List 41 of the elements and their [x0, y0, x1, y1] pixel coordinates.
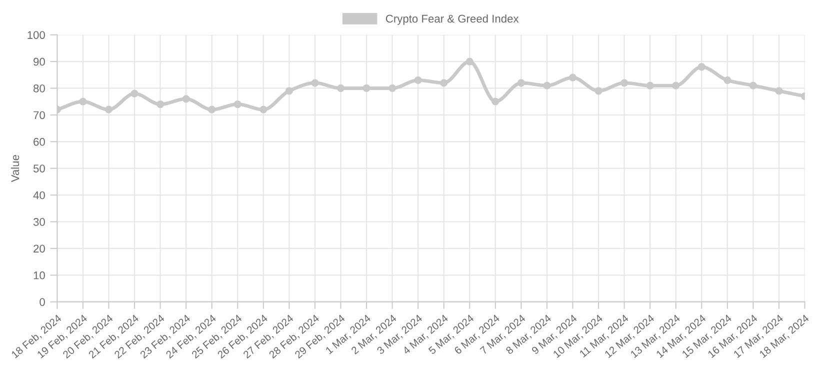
- point: [646, 82, 654, 90]
- point: [775, 87, 783, 95]
- point: [594, 87, 602, 95]
- point: [492, 98, 500, 106]
- point: [336, 84, 345, 92]
- point: [311, 79, 319, 87]
- y-tick-label: 90: [34, 58, 45, 66]
- y-tick-label: 70: [34, 111, 45, 120]
- point: [620, 79, 628, 87]
- point: [285, 87, 294, 95]
- y-tick-label: 100: [28, 31, 45, 39]
- y-tick-label: 30: [33, 218, 45, 226]
- point: [517, 79, 526, 87]
- point: [234, 100, 242, 108]
- point: [466, 58, 474, 66]
- point: [414, 76, 422, 84]
- y-tick-label: 0: [40, 298, 45, 306]
- point: [130, 90, 138, 98]
- point: [79, 98, 87, 106]
- y-axis-title: Value: [10, 155, 20, 182]
- point: [388, 84, 396, 92]
- y-tick-label: 60: [34, 138, 45, 146]
- point: [208, 106, 216, 114]
- point: [698, 63, 706, 71]
- point: [724, 76, 732, 84]
- point: [749, 82, 758, 90]
- y-tick-label: 40: [33, 191, 45, 200]
- y-tick-label: 10: [34, 271, 45, 280]
- legend-label: Crypto Fear & Greed Index: [386, 14, 519, 25]
- y-tick-label: 20: [34, 244, 45, 253]
- point: [104, 106, 113, 114]
- point: [543, 82, 551, 90]
- point: [362, 84, 370, 92]
- y-tick-label: 80: [34, 84, 45, 92]
- point: [568, 74, 577, 82]
- point: [672, 82, 680, 90]
- point: [182, 95, 190, 103]
- point: [440, 79, 448, 87]
- point: [260, 106, 268, 114]
- y-tick-label: 50: [33, 164, 45, 172]
- point: [156, 100, 164, 108]
